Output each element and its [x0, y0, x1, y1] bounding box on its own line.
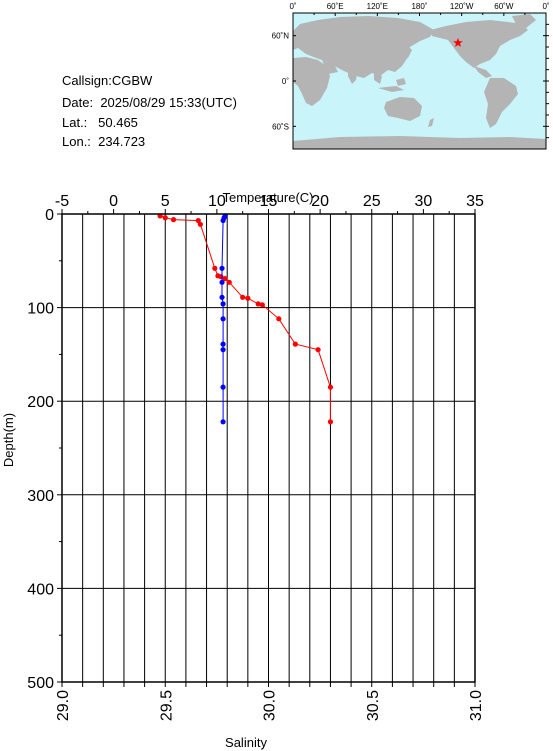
land-australia	[384, 97, 422, 121]
depth-tick-label: 0	[45, 207, 54, 224]
map-latitude-label: 0˚	[282, 77, 289, 86]
temperature-point	[170, 217, 177, 223]
temperature-point	[292, 341, 298, 347]
lat-label: Lat.:	[62, 115, 88, 130]
land-india	[348, 66, 358, 84]
lon-label: Lon.:	[62, 134, 91, 149]
temperature-axis-title: Temperature(C)	[222, 190, 313, 205]
date-label: Date:	[62, 95, 94, 110]
salinity-tick-label: 30.0	[262, 690, 279, 721]
map-longitude-ticks: 0˚ 60˚E 120˚E 180˚ 120˚W 60˚W 0˚	[289, 2, 550, 16]
temperature-point	[226, 279, 232, 285]
temperature-tick-label: 0	[109, 193, 118, 210]
depth-tick-label: 500	[27, 675, 54, 692]
temperature-point	[212, 265, 218, 271]
temperature-point	[245, 295, 251, 301]
depth-tick-label: 400	[27, 581, 54, 598]
land-africa	[293, 57, 330, 106]
map-latitude-label: 60˚N	[272, 32, 290, 41]
land-central-america	[474, 66, 492, 78]
chart-series	[157, 213, 334, 425]
temperature-tick-label: 10	[208, 193, 226, 210]
temperature-tick-label: 35	[466, 193, 484, 210]
salinity-axis: 29.0 29.5 30.0 30.5 31.0	[55, 682, 485, 721]
temperature-tick-label: 30	[414, 193, 432, 210]
station-marker	[453, 37, 463, 47]
temperature-point	[327, 384, 334, 390]
land-eurasia	[293, 16, 434, 78]
date-row: Date: 2025/08/29 15:33(UTC)	[62, 96, 237, 109]
land-north-america	[430, 20, 528, 68]
map-longitude-label: 120˚W	[450, 2, 474, 11]
land-se-asia	[374, 72, 406, 92]
temperature-point	[327, 419, 334, 425]
land-greenland	[512, 14, 536, 28]
temperature-point	[276, 316, 282, 322]
map-longitude-label: 180˚	[411, 2, 427, 11]
chart-grid	[62, 214, 475, 682]
plot-frame	[61, 213, 476, 683]
map-longitude-label: 120˚E	[367, 2, 388, 11]
temperature-tick-label: 25	[363, 193, 381, 210]
map-latitude-ticks: 60˚N 0˚ 60˚S	[272, 23, 549, 139]
land-south-america	[484, 78, 518, 128]
temperature-tick-label: 5	[161, 193, 170, 210]
salinity-point	[220, 347, 226, 353]
station-star-icon	[453, 37, 463, 47]
salinity-point	[220, 301, 226, 307]
temperature-point	[197, 221, 203, 227]
land-japan	[404, 47, 412, 58]
salinity-point	[220, 419, 226, 425]
depth-axis: 0 100 200 300 400 500	[27, 207, 62, 692]
salinity-point	[219, 265, 225, 271]
salinity-point	[220, 316, 226, 322]
salinity-point	[220, 384, 226, 390]
temperature-tick-label: 15	[260, 193, 278, 210]
map-longitude-label: 60˚E	[327, 2, 344, 11]
salinity-point	[219, 294, 225, 300]
salinity-tick-label: 29.0	[55, 690, 72, 721]
temperature-tick-label: 20	[311, 193, 329, 210]
world-map: 0˚ 60˚E 120˚E 180˚ 120˚W 60˚W 0˚ 60˚N 0˚ 60˚S	[272, 2, 550, 150]
lat-row: Lat.: 50.465	[62, 116, 138, 129]
profile-chart: -5 0 5 10 15 20 25 30 35 29.0 29.5 30.0 30.5 31.0 01…	[1, 190, 485, 750]
map-latitude-label: 60˚S	[272, 122, 289, 131]
land-arabia	[322, 60, 338, 74]
temperature-point	[259, 302, 265, 308]
map-longitude-label: 60˚W	[494, 2, 514, 11]
land-antarctica	[293, 136, 546, 149]
salinity-tick-label: 30.5	[365, 690, 382, 721]
depth-tick-label: 200	[27, 394, 54, 411]
callsign-text: Callsign:CGBW	[62, 73, 153, 88]
date-value: 2025/08/29 15:33(UTC)	[100, 95, 237, 110]
temperature-point	[240, 294, 246, 300]
temperature-axis: -5 0 5 10 15 20 25 30 35	[55, 193, 484, 214]
lat-value: 50.465	[98, 115, 138, 130]
land-new-zealand	[428, 118, 434, 127]
depth-axis-title: Depth(m)	[1, 413, 16, 467]
map-landmasses	[293, 14, 546, 149]
lon-value: 234.723	[98, 134, 146, 149]
salinity-point	[219, 279, 225, 285]
temperature-point	[255, 301, 261, 307]
depth-tick-label: 300	[27, 488, 54, 505]
salinity-tick-label: 31.0	[468, 690, 485, 721]
temperature-point	[222, 275, 228, 282]
temperature-tick-label: -5	[55, 193, 69, 210]
temperature-point	[315, 347, 321, 353]
salinity-axis-title: Salinity	[225, 735, 267, 750]
lon-row: Lon.: 234.723	[62, 135, 145, 148]
salinity-point	[220, 217, 226, 224]
salinity-tick-label: 29.5	[158, 690, 175, 721]
temperature-point	[162, 215, 168, 221]
salinity-point	[220, 341, 226, 347]
depth-tick-label: 100	[27, 301, 54, 318]
map-longitude-label: 0˚	[542, 2, 549, 11]
map-longitude-label: 0˚	[289, 2, 296, 11]
